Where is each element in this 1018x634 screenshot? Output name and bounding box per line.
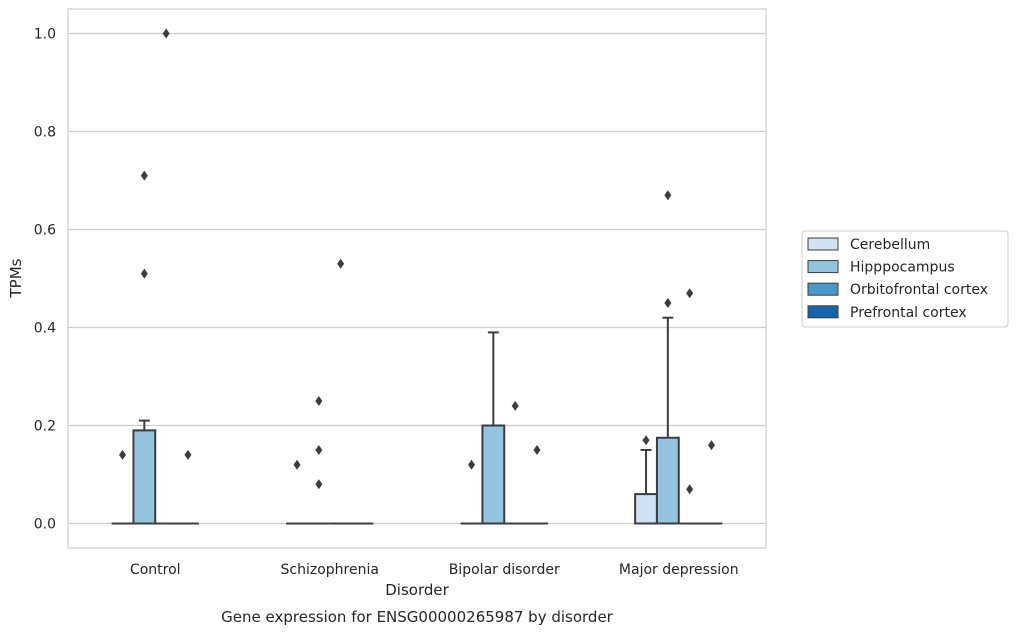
outlier-point [664,298,672,308]
x-tick-label: Control [130,562,181,578]
y-tick-label: 0.8 [34,125,56,141]
legend-label: Hipppocampus [850,260,955,276]
y-tick-label: 0.4 [34,321,56,337]
box-group [132,170,157,525]
outlier-point [140,170,148,181]
box-group [111,449,134,525]
y-tick-labels: 0.0 0.2 0.4 0.6 0.8 1.0 [34,27,56,533]
legend-swatch [807,282,839,296]
outlier-point [686,288,694,299]
outlier-point [707,440,715,451]
box-group [655,190,680,525]
outlier-point [315,479,323,490]
legend-swatch [807,237,839,251]
legend-label: Cerebellum [850,237,930,253]
box [655,436,680,525]
y-tick-label: 1.0 [34,27,56,43]
outlier-point [315,445,323,455]
outlier-point [140,268,148,279]
x-tick-label: Major depression [619,562,739,578]
outlier-point [533,445,541,455]
box-group [504,400,527,525]
y-tick-label: 0.0 [34,517,56,533]
box-group [307,396,330,525]
outlier-point [119,449,127,460]
legend-label: Orbitofrontal cortex [850,282,988,298]
box-group [526,445,548,525]
x-tick-label: Bipolar disorder [449,562,560,578]
y-tick-label: 0.2 [34,419,56,435]
legend-swatch [807,260,839,274]
outlier-point [664,190,672,201]
x-tick-label: Schizophrenia [281,562,379,578]
outlier-point [162,28,170,39]
outlier-point [468,459,476,470]
legend-swatch [807,305,839,319]
x-tick-labels: Control Schizophrenia Bipolar disorder Majo… [130,562,739,578]
box-layer [111,28,723,525]
legend-label: Prefrontal cortex [850,305,967,321]
box-group [155,28,178,525]
legend-frame [801,230,1009,328]
box-group [700,440,723,525]
outlier-point [337,258,345,269]
x-axis-label: Disorder [385,581,449,599]
box-group [481,331,506,525]
chart-caption: Gene expression for ENSG00000265987 by d… [221,608,614,626]
box [132,429,157,525]
box-group [634,435,658,525]
y-axis-label: TPMs [7,258,25,298]
box [634,493,658,525]
outlier-point [293,459,301,470]
outlier-point [184,449,192,460]
legend: Cerebellum Hipppocampus Orbitofrontal cort… [801,230,1009,328]
outlier-point [315,396,323,406]
outlier-point [686,484,694,495]
plot-frame [67,8,767,549]
box [481,424,506,525]
box-group [460,459,483,525]
box-group [286,459,308,525]
outlier-point [642,435,650,446]
y-tick-label: 0.6 [34,223,56,239]
box-group [177,449,199,525]
box-group [329,258,352,525]
outlier-point [511,400,519,411]
box-group [678,288,701,525]
